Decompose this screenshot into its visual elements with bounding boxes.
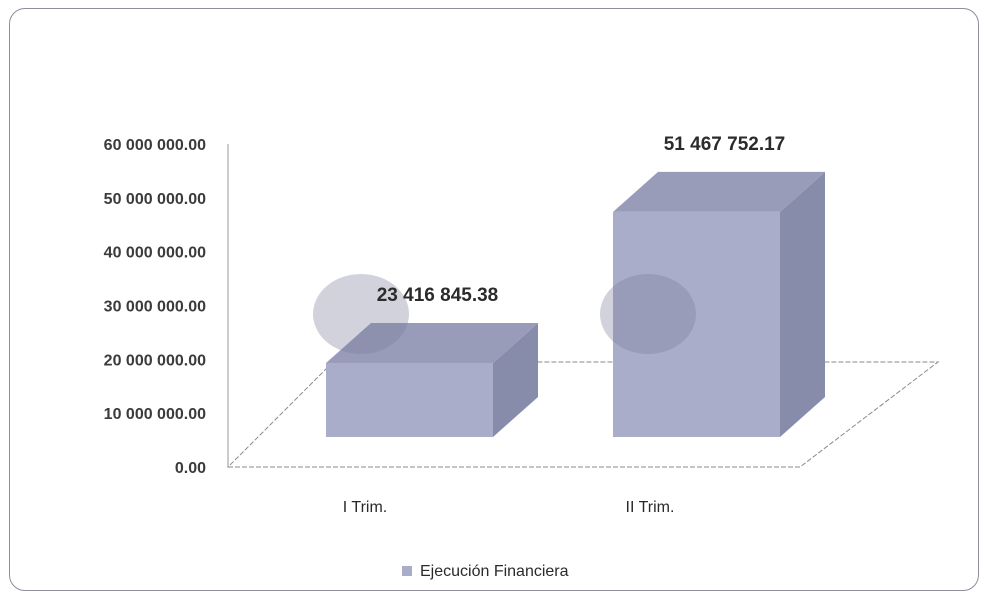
y-tick-label: 20 000 000.00 (104, 352, 206, 369)
legend: Ejecución Financiera (402, 563, 569, 580)
chart-floor (226, 361, 940, 468)
bars (313, 171, 825, 437)
bar-shade (600, 274, 696, 354)
floor-outline (226, 361, 940, 468)
bar-top (326, 322, 538, 363)
y-tick-label: 30 000 000.00 (104, 299, 206, 316)
x-category-label: I Trim. (343, 499, 387, 516)
bar-3d (313, 274, 538, 437)
x-axis-categories: I Trim. II Trim. (343, 499, 675, 516)
data-labels: 23 416 845.38 51 467 752.17 (377, 134, 786, 306)
bar (613, 211, 780, 437)
y-tick-label: 40 000 000.00 (104, 245, 206, 262)
y-axis: 0.00 10 000 000.00 20 000 000.00 30 000 000… (104, 137, 229, 477)
bar-shade (313, 274, 409, 354)
bar-side (780, 171, 825, 437)
bar-top (613, 171, 825, 212)
bar (326, 362, 493, 437)
bar-side (493, 322, 538, 437)
y-tick-label: 10 000 000.00 (104, 406, 206, 423)
legend-label: Ejecución Financiera (420, 563, 569, 580)
y-tick-label: 0.00 (175, 460, 206, 477)
data-label: 51 467 752.17 (664, 134, 786, 155)
bar-chart: 0.00 10 000 000.00 20 000 000.00 30 000 000… (104, 134, 940, 580)
chart-frame: 0.00 10 000 000.00 20 000 000.00 30 000 000… (9, 8, 979, 591)
y-tick-label: 60 000 000.00 (104, 137, 206, 154)
x-category-label: II Trim. (626, 499, 675, 516)
legend-swatch (402, 566, 412, 576)
data-label: 23 416 845.38 (377, 285, 499, 306)
y-tick-label: 50 000 000.00 (104, 191, 206, 208)
bar-3d (600, 171, 825, 437)
